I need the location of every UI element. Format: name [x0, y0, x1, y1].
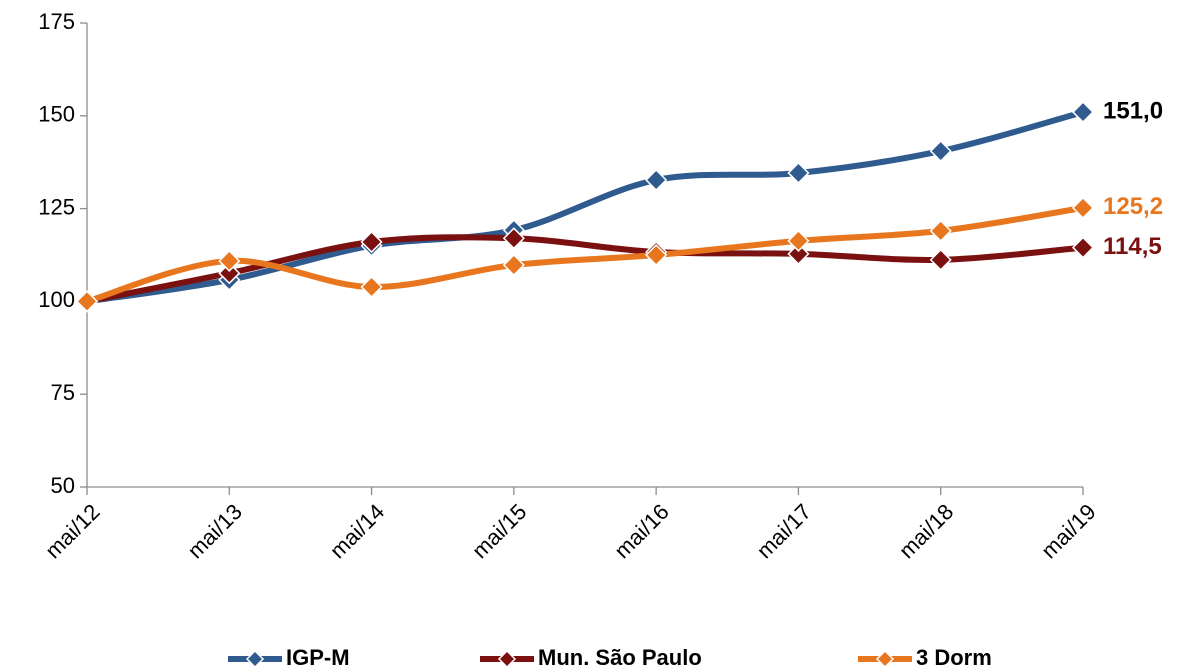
x-tick-label: mai/13 [183, 499, 247, 563]
y-tick-label: 100 [38, 287, 75, 312]
series-marker [787, 242, 810, 265]
series-marker [929, 248, 952, 271]
y-tick-label: 75 [51, 380, 75, 405]
series-marker [502, 227, 525, 250]
y-tick-label: 150 [38, 102, 75, 127]
legend-label: 3 Dorm [916, 645, 992, 670]
x-tick-label: mai/17 [752, 499, 816, 563]
x-tick-label: mai/15 [467, 499, 531, 563]
series-marker [1071, 101, 1095, 124]
series-line [84, 204, 1086, 305]
series-marker [502, 253, 525, 277]
y-tick-label: 175 [38, 9, 75, 34]
series-marker [645, 168, 668, 192]
series-marker [1071, 196, 1095, 219]
series-marker [929, 219, 952, 242]
series-marker [645, 243, 668, 267]
x-tick-label: mai/19 [1036, 499, 1100, 563]
legend-marker [875, 649, 895, 669]
legend-marker [497, 649, 517, 669]
series-marker [787, 161, 810, 185]
series-marker [360, 275, 383, 298]
legend-label: Mun. São Paulo [538, 645, 702, 670]
series-marker [929, 140, 952, 163]
series-marker [360, 230, 383, 254]
x-tick-label: mai/18 [894, 499, 958, 563]
series-line [84, 109, 1086, 305]
legend-label: IGP-M [286, 645, 350, 670]
x-tick-label: mai/12 [40, 499, 104, 563]
series-marker [1071, 236, 1095, 259]
y-tick-label: 125 [38, 194, 75, 219]
x-tick-label: mai/14 [325, 499, 389, 563]
y-tick-label: 50 [51, 473, 75, 498]
series-marker [218, 262, 241, 285]
series-marker [75, 290, 99, 313]
x-tick-label: mai/16 [609, 499, 673, 563]
value-label: 151,0 [1103, 97, 1163, 124]
value-label: 125,2 [1103, 193, 1163, 220]
series-marker [218, 249, 241, 272]
series-marker [787, 229, 810, 252]
legend-marker [245, 649, 265, 669]
value-label: 114,5 [1103, 233, 1162, 260]
